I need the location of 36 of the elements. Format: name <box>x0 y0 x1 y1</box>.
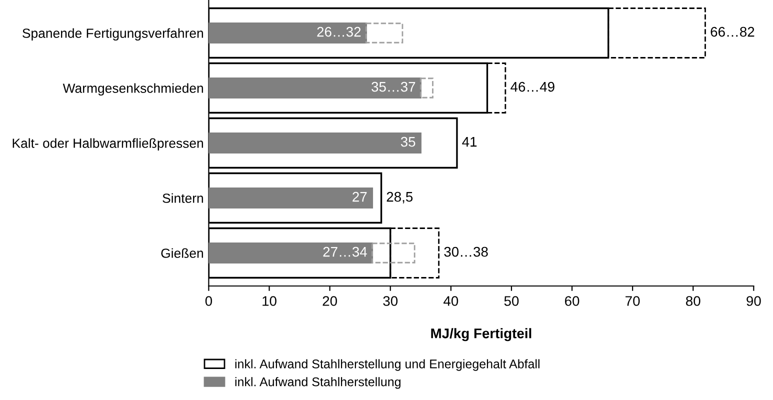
annotation: 46…49 <box>510 82 554 92</box>
x-tick-label: 20 <box>322 296 337 306</box>
data-label: 27 <box>352 192 367 202</box>
x-tick-label: 50 <box>504 296 519 306</box>
annotation: 66…82 <box>710 26 754 37</box>
bar <box>365 22 404 44</box>
x-tick-label: 70 <box>626 296 640 306</box>
data-label: 35 <box>400 136 416 147</box>
y-tick-label: Gießen <box>161 248 203 258</box>
bar <box>208 22 367 44</box>
bar <box>208 132 422 154</box>
legend-label: inkl. Aufwand Stahlherstellung <box>235 377 400 389</box>
y-tick-label: Sintern <box>162 193 203 203</box>
y-tick-label: Spanende Fertigungsverfahren <box>22 28 204 41</box>
y-tick-label: Kalt- oder Halbwarmfließpressen <box>12 138 204 151</box>
bar <box>208 242 374 264</box>
x-tick-label: 0 <box>205 296 212 306</box>
x-tick-label: 90 <box>746 296 761 306</box>
bar <box>208 188 374 208</box>
annotation: 26…32 <box>317 26 361 37</box>
bar <box>372 242 416 264</box>
x-tick-label: 60 <box>565 296 580 306</box>
annotation: 27…34 <box>323 246 367 257</box>
annotation: 30…38 <box>444 246 488 257</box>
x-tick-label: 30 <box>383 296 398 306</box>
bar <box>208 78 422 98</box>
y-tick-label: Warmgesenkschmieden <box>62 83 203 96</box>
x-tick-label: 10 <box>262 296 276 306</box>
bar <box>420 78 434 98</box>
x-axis-title: MJ/kg Fertigteil <box>431 328 532 342</box>
annotation: 35…37 <box>372 82 416 92</box>
data-label: 41 <box>462 137 477 147</box>
x-tick-label: 80 <box>686 296 700 306</box>
data-label: 28,5 <box>386 192 413 204</box>
x-tick-label: 40 <box>444 296 458 306</box>
legend-label: inkl. Aufwand Stahlherstellung und Energiegehalt Abfall <box>235 359 540 371</box>
